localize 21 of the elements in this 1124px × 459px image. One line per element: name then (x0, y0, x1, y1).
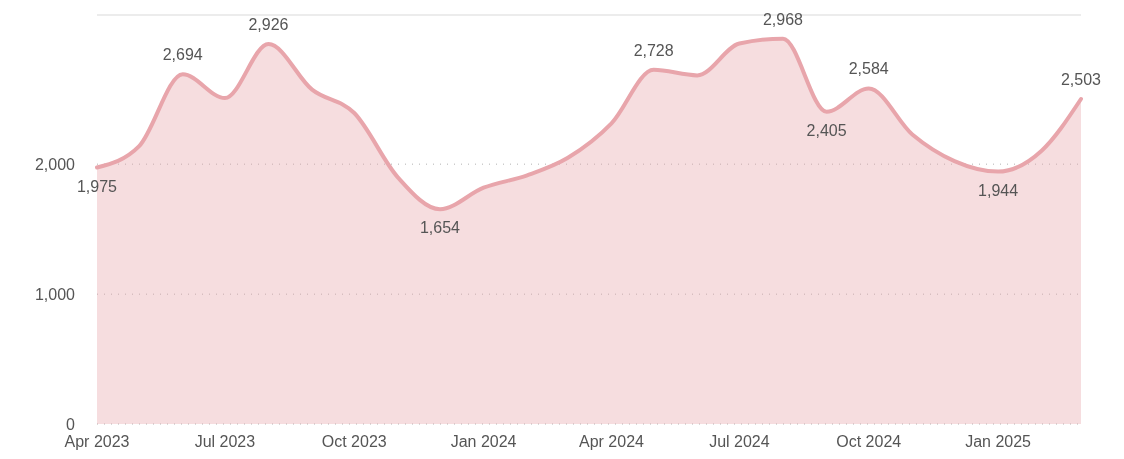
data-label: 2,405 (806, 121, 847, 139)
y-tick-label: 2,000 (34, 155, 76, 173)
data-label: 1,975 (76, 177, 118, 195)
x-tick-label: Oct 2023 (321, 433, 387, 450)
data-label: 2,968 (762, 10, 804, 28)
data-label: 2,926 (248, 16, 289, 34)
x-tick-label: Jan 2025 (965, 433, 1032, 450)
x-tick-label: Oct 2024 (836, 433, 902, 450)
x-tick-label: Apr 2024 (579, 433, 645, 450)
x-tick-label: Jul 2024 (709, 433, 770, 450)
data-label: 1,944 (978, 181, 1019, 199)
data-label: 2,584 (848, 60, 889, 78)
x-tick-label: Apr 2023 (64, 433, 130, 450)
y-tick-label: 1,000 (34, 285, 76, 303)
y-tick-label: 0 (66, 415, 76, 433)
data-label: 2,694 (162, 46, 203, 64)
x-tick-label: Jul 2023 (194, 433, 256, 450)
data-label: 1,654 (419, 219, 461, 237)
data-label: 2,728 (633, 41, 674, 59)
data-label: 2,503 (1060, 71, 1102, 89)
x-tick-label: Jan 2024 (450, 433, 517, 450)
